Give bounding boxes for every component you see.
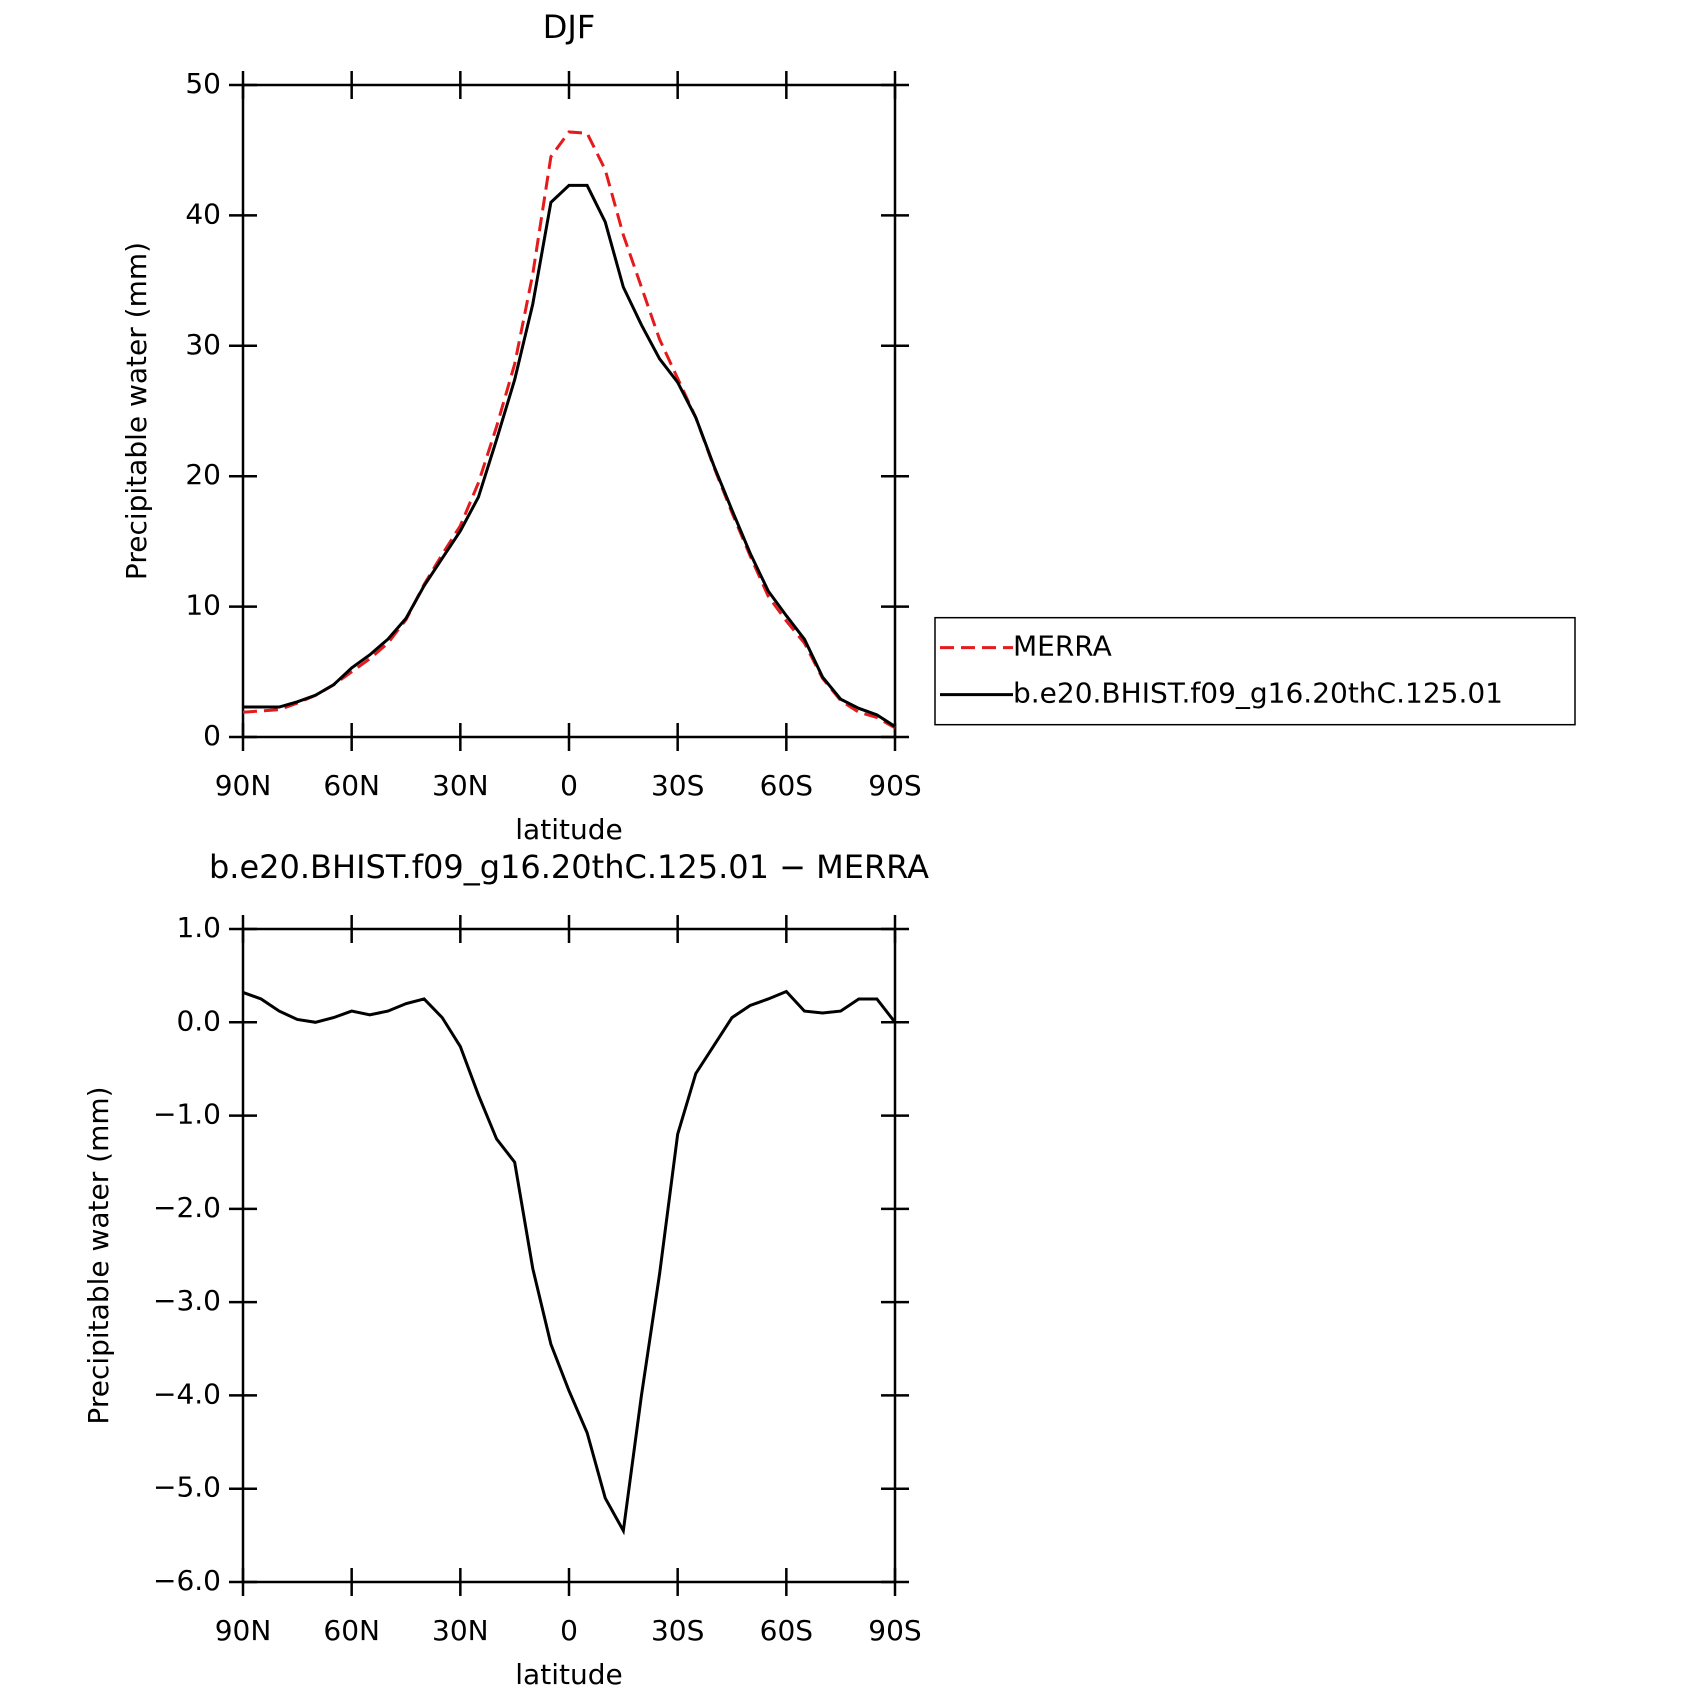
x-tick-label: 0 [560, 1614, 578, 1647]
x-tick-label: 60N [323, 1614, 380, 1647]
x-tick-label: 30N [432, 769, 489, 802]
y-tick-label: 0.0 [176, 1004, 221, 1037]
x-tick-label: 30S [651, 1614, 704, 1647]
x-tick-label: 90S [868, 1614, 921, 1647]
plot-frame [241, 83, 897, 739]
x-tick-label: 90N [215, 1614, 272, 1647]
legend-label: MERRA [1013, 630, 1112, 663]
x-axis-label: latitude [515, 813, 622, 846]
y-axis-label: Precipitable water (mm) [82, 1086, 115, 1424]
y-tick-label: 50 [185, 67, 221, 100]
y-axis-label: Precipitable water (mm) [120, 242, 153, 580]
chart-title: DJF [543, 8, 595, 46]
y-tick-label: −3.0 [153, 1284, 221, 1317]
chart-title: b.e20.BHIST.f09_g16.20thC.125.01 − MERRA [209, 848, 929, 886]
x-tick-label: 60N [323, 769, 380, 802]
legend-box [934, 616, 1576, 726]
y-tick-label: 20 [185, 458, 221, 491]
x-tick-label: 30S [651, 769, 704, 802]
x-tick-label: 60S [760, 769, 813, 802]
x-tick-label: 90N [215, 769, 272, 802]
y-tick-label: 0 [203, 719, 221, 752]
y-tick-label: 1.0 [176, 911, 221, 944]
y-tick-label: −1.0 [153, 1098, 221, 1131]
y-tick-label: 10 [185, 589, 221, 622]
y-tick-label: 40 [185, 197, 221, 230]
x-tick-label: 0 [560, 769, 578, 802]
y-tick-label: −2.0 [153, 1191, 221, 1224]
legend-label: b.e20.BHIST.f09_g16.20thC.125.01 [1013, 677, 1503, 710]
y-tick-label: 30 [185, 328, 221, 361]
data-line [243, 183, 896, 728]
x-tick-label: 30N [432, 1614, 489, 1647]
x-tick-label: 90S [868, 769, 921, 802]
y-tick-label: −4.0 [153, 1377, 221, 1410]
data-line [242, 989, 897, 1536]
data-line [242, 130, 896, 730]
y-tick-label: −5.0 [153, 1471, 221, 1504]
x-axis-label: latitude [515, 1658, 622, 1691]
plot-frame [241, 927, 897, 1584]
y-tick-label: −6.0 [153, 1564, 221, 1597]
x-tick-label: 60S [760, 1614, 813, 1647]
